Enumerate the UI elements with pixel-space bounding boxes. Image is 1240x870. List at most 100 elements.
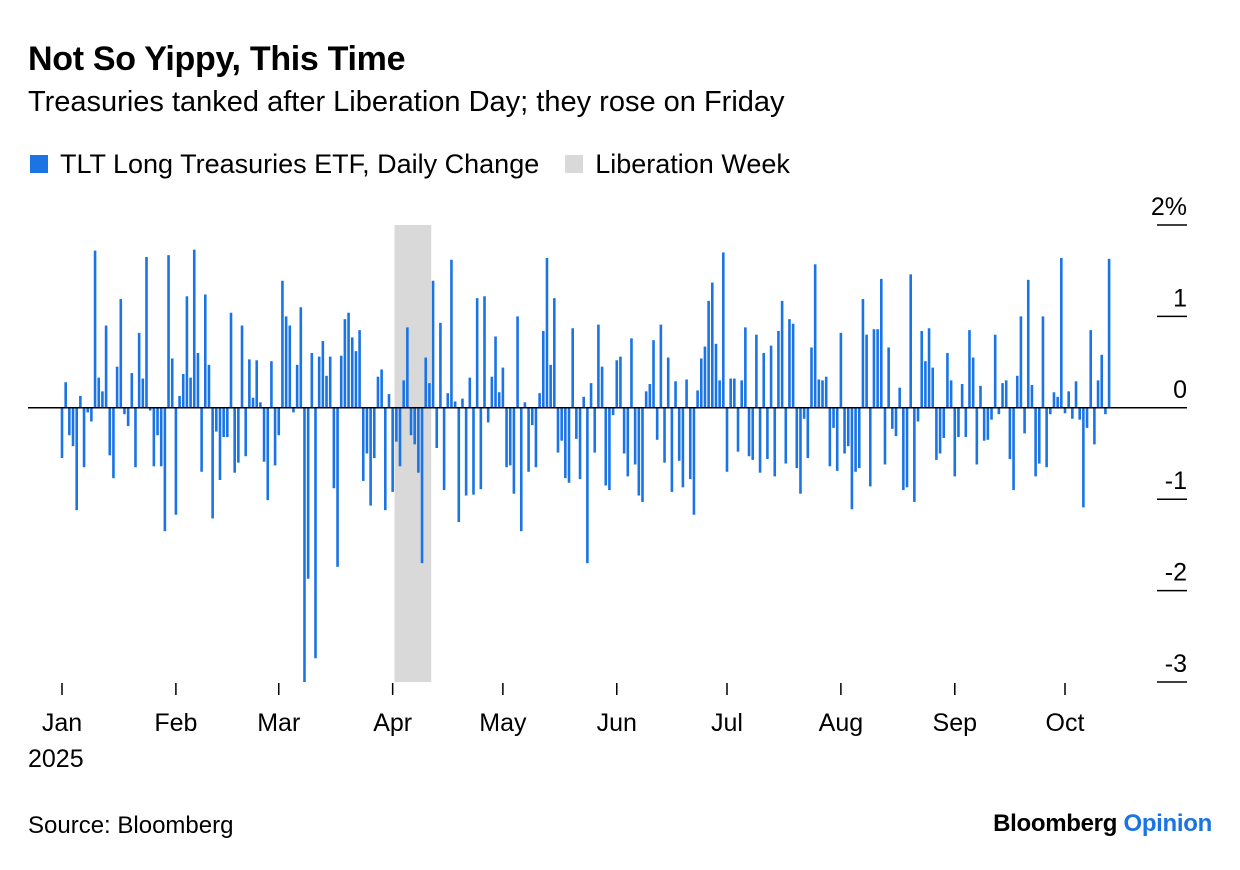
- data-bar: [365, 407, 369, 454]
- data-bar: [332, 407, 336, 489]
- y-tick-label: -3: [1165, 650, 1187, 678]
- data-bar: [321, 341, 325, 408]
- data-bar: [813, 264, 817, 408]
- data-bar: [707, 300, 710, 408]
- data-bar: [839, 332, 843, 408]
- data-bar: [615, 360, 619, 408]
- data-bar: [339, 355, 343, 408]
- data-bar: [71, 407, 75, 447]
- data-bar: [982, 407, 986, 441]
- data-bar: [361, 407, 365, 481]
- data-bar: [1019, 316, 1023, 408]
- data-bar: [626, 407, 630, 477]
- data-bar: [1030, 384, 1034, 408]
- brand-logo: Bloomberg Opinion: [993, 810, 1212, 838]
- data-bar: [152, 407, 156, 467]
- data-bar: [1015, 375, 1019, 408]
- data-bar: [218, 407, 222, 481]
- data-bar: [259, 402, 262, 408]
- data-bar: [439, 322, 442, 408]
- data-bar: [226, 407, 229, 438]
- data-bar: [391, 407, 394, 492]
- data-bar: [185, 296, 189, 408]
- data-bar: [619, 356, 622, 408]
- data-bar: [251, 397, 255, 408]
- data-bar: [387, 394, 391, 408]
- data-bar: [865, 334, 868, 408]
- data-bar: [586, 407, 589, 564]
- data-bar: [347, 312, 350, 408]
- data-bar: [1052, 392, 1056, 408]
- data-bar: [670, 407, 674, 492]
- data-bar: [82, 407, 86, 468]
- data-bar: [710, 282, 714, 408]
- data-bar: [417, 407, 420, 473]
- data-bar: [527, 407, 530, 472]
- data-bar: [597, 324, 600, 408]
- data-bar: [997, 407, 1001, 415]
- data-bar: [1074, 381, 1078, 408]
- data-bar: [806, 407, 810, 459]
- data-bar: [207, 364, 211, 408]
- data-bar: [1107, 258, 1111, 408]
- data-bar: [203, 294, 207, 408]
- data-bar: [883, 407, 887, 465]
- data-bar: [780, 300, 784, 408]
- data-bar: [924, 361, 927, 408]
- data-bar: [266, 407, 270, 501]
- data-bar: [277, 407, 281, 436]
- x-tick-label: Jun: [597, 709, 637, 737]
- data-bar: [575, 407, 578, 439]
- data-bar: [497, 392, 501, 408]
- data-bar: [145, 256, 148, 408]
- data-bar: [1001, 383, 1004, 408]
- data-bar: [270, 361, 273, 408]
- data-bar: [262, 407, 266, 462]
- y-tick-label: 1: [1173, 284, 1187, 312]
- data-bar: [380, 369, 383, 408]
- data-bar: [468, 377, 472, 408]
- data-bar: [979, 385, 982, 408]
- x-tick-label: Apr: [373, 709, 412, 737]
- data-bar: [486, 407, 490, 423]
- data-bar: [1037, 407, 1041, 464]
- data-bar: [453, 401, 457, 408]
- y-tick-label: -1: [1165, 467, 1187, 495]
- data-bar: [325, 375, 328, 408]
- y-tick-label: -2: [1165, 559, 1187, 587]
- data-bar: [1012, 407, 1015, 491]
- data-bar: [817, 379, 821, 408]
- data-bar: [141, 378, 145, 408]
- data-bar: [630, 338, 633, 408]
- data-bar: [1060, 257, 1063, 408]
- data-bar: [90, 407, 93, 422]
- data-bar: [604, 407, 608, 486]
- data-bar: [957, 407, 960, 438]
- data-bar: [435, 407, 439, 449]
- data-bar: [196, 352, 200, 408]
- data-bar: [1034, 407, 1037, 477]
- data-bar: [692, 407, 696, 515]
- x-tick-label: Mar: [257, 709, 300, 737]
- data-bar: [310, 352, 314, 408]
- data-bar: [946, 352, 949, 408]
- data-bar: [1071, 407, 1074, 419]
- data-bar: [916, 407, 920, 422]
- data-bar: [167, 255, 170, 408]
- data-bar: [284, 316, 288, 408]
- data-bar: [560, 407, 563, 441]
- data-bar: [655, 407, 659, 440]
- chart-subtitle: Treasuries tanked after Liberation Day; …: [28, 86, 785, 118]
- data-bar: [431, 280, 435, 408]
- data-bar: [696, 390, 699, 408]
- data-bar: [729, 378, 732, 408]
- data-bar: [350, 337, 354, 408]
- data-bar: [508, 407, 512, 466]
- data-bar: [472, 407, 475, 495]
- data-bar: [303, 407, 306, 682]
- data-bar: [832, 407, 835, 428]
- data-bar: [927, 328, 931, 408]
- x-tick-label: May: [479, 709, 527, 737]
- data-bar: [490, 376, 494, 408]
- data-bar: [299, 307, 303, 408]
